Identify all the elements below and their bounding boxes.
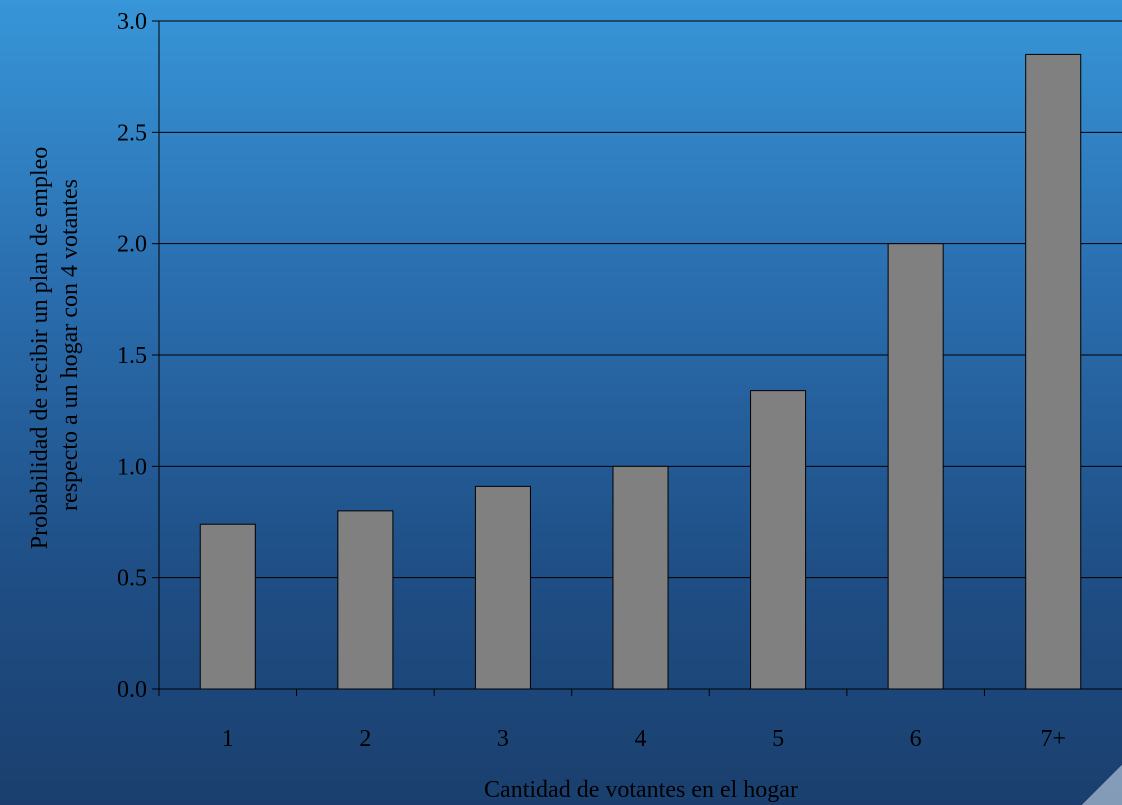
x-axis-title: Cantidad de votantes en el hogar <box>484 777 798 803</box>
x-tick-labels: 1 2 3 4 5 6 7+ <box>158 689 1066 752</box>
page-curl-decoration <box>1082 765 1122 805</box>
bars <box>199 53 1082 690</box>
y-axis-title: Probabilidad de recibir un plan de emple… <box>27 141 83 550</box>
gridlines <box>159 20 1122 579</box>
y-tick-labels: 0.0 0.5 1.0 1.5 2.0 2.5 3.0 <box>117 9 159 703</box>
y-axis-title-line-2: respecto a un hogar con 4 votantes <box>57 179 83 511</box>
x-tick-label-3: 3 <box>497 726 509 752</box>
x-tick-label-2: 2 <box>359 726 371 752</box>
x-tick-label-1: 1 <box>222 726 234 752</box>
y-tick-label-4: 2.0 <box>117 232 147 258</box>
x-tick-label-6: 6 <box>910 726 922 752</box>
y-tick-label-5: 2.5 <box>117 120 147 146</box>
bar-2 <box>337 510 394 690</box>
bar-3 <box>474 485 531 690</box>
x-tick-label-7+: 7+ <box>1040 726 1066 752</box>
bar-5 <box>750 390 807 690</box>
y-axis-title-line-1: Probabilidad de recibir un plan de emple… <box>27 147 53 550</box>
y-tick-label-6: 3.0 <box>117 9 147 35</box>
x-tick-label-5: 5 <box>772 726 784 752</box>
y-tick-label-1: 0.5 <box>117 566 147 592</box>
y-tick-label-2: 1.0 <box>117 454 147 480</box>
bar-1 <box>199 523 256 690</box>
y-tick-label-0: 0.0 <box>117 677 147 703</box>
bar-6 <box>887 243 944 690</box>
bar-7+ <box>1025 53 1082 690</box>
x-tick-label-4: 4 <box>635 726 647 752</box>
y-tick-label-3: 1.5 <box>117 343 147 369</box>
bar-4 <box>612 465 669 690</box>
